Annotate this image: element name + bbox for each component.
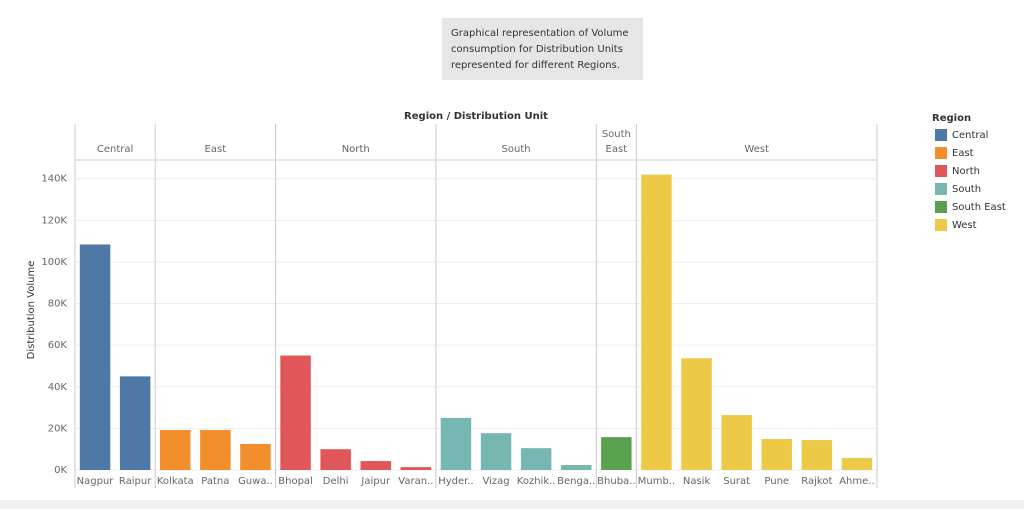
legend-swatch bbox=[935, 129, 947, 141]
region-header: East bbox=[204, 144, 227, 155]
region-label: East bbox=[204, 144, 227, 155]
region-header: Central bbox=[96, 144, 134, 155]
x-tick-label: Bhopal bbox=[278, 476, 313, 487]
x-tick-label: Patna bbox=[201, 476, 229, 487]
x-tick-label: Nasik bbox=[683, 476, 711, 487]
x-tick-label: Bhuba.. bbox=[597, 476, 635, 487]
bar bbox=[160, 430, 191, 470]
bar bbox=[280, 355, 311, 470]
x-tick-label: Benga.. bbox=[557, 476, 595, 487]
legend-label: Central bbox=[952, 130, 988, 141]
x-tick-label: Rajkot bbox=[801, 476, 832, 487]
region-label: South East bbox=[601, 129, 631, 155]
x-tick-label: Jaipur bbox=[360, 476, 391, 487]
region-label: West bbox=[744, 144, 769, 155]
header-title: Region / Distribution Unit bbox=[404, 111, 548, 122]
y-axis-label: Distribution Volume bbox=[26, 261, 37, 360]
y-tick-label: 60K bbox=[48, 340, 68, 351]
legend-label: East bbox=[952, 148, 974, 159]
legend-swatch bbox=[935, 183, 947, 195]
y-tick-label: 20K bbox=[48, 423, 68, 434]
x-tick-label: Mumb.. bbox=[638, 476, 675, 487]
bar bbox=[721, 415, 752, 470]
annotation: Graphical representation of Volume consu… bbox=[442, 18, 643, 80]
bar bbox=[320, 449, 351, 470]
x-tick-label: Pune bbox=[764, 476, 789, 487]
bar bbox=[400, 467, 432, 470]
bar bbox=[801, 440, 833, 470]
x-tick-label: Kolkata bbox=[157, 476, 194, 487]
footer-strip bbox=[0, 500, 1024, 509]
legend-swatch bbox=[935, 147, 947, 159]
region-header: South bbox=[501, 144, 531, 155]
x-tick-label: Varan.. bbox=[398, 476, 433, 487]
x-tick-label: Kozhik.. bbox=[517, 476, 556, 487]
legend-swatch bbox=[935, 201, 947, 213]
x-tick-label: Nagpur bbox=[77, 476, 115, 487]
bar bbox=[761, 439, 792, 470]
bar bbox=[240, 443, 271, 470]
bar bbox=[681, 358, 712, 470]
region-header: North bbox=[341, 144, 370, 155]
y-tick-label: 100K bbox=[41, 257, 67, 268]
bar bbox=[200, 430, 231, 470]
bar bbox=[480, 433, 512, 470]
bar bbox=[520, 448, 552, 470]
region-label: Central bbox=[96, 144, 134, 155]
bar bbox=[79, 244, 111, 470]
region-header: West bbox=[744, 144, 769, 155]
legend-label: North bbox=[952, 166, 980, 177]
x-tick-label: Surat bbox=[723, 476, 750, 487]
bar bbox=[561, 465, 592, 470]
bar bbox=[641, 174, 672, 470]
region-label: North bbox=[341, 144, 370, 155]
x-tick-label: Raipur bbox=[119, 476, 152, 487]
bar bbox=[360, 461, 391, 470]
y-tick-label: 0K bbox=[54, 465, 67, 476]
y-tick-label: 140K bbox=[41, 174, 67, 185]
x-tick-label: Vizag bbox=[482, 476, 509, 487]
bar bbox=[119, 376, 151, 470]
x-tick-label: Hyder.. bbox=[438, 476, 474, 487]
legend-title: Region bbox=[932, 113, 971, 124]
legend-swatch bbox=[935, 219, 947, 231]
legend-label: South East bbox=[952, 202, 1006, 213]
legend-label: South bbox=[952, 184, 981, 195]
x-tick-label: Delhi bbox=[323, 476, 349, 487]
bar bbox=[440, 417, 472, 470]
legend-label: West bbox=[952, 220, 977, 231]
y-tick-label: 40K bbox=[48, 382, 68, 393]
y-tick-label: 80K bbox=[48, 299, 68, 310]
y-tick-label: 120K bbox=[41, 215, 67, 226]
region-label: South bbox=[501, 144, 531, 155]
bar bbox=[601, 437, 632, 470]
x-tick-label: Ahme.. bbox=[839, 476, 874, 487]
legend-swatch bbox=[935, 165, 947, 177]
bar bbox=[841, 457, 873, 470]
x-tick-label: Guwa.. bbox=[238, 476, 273, 487]
region-header: South East bbox=[601, 129, 631, 155]
